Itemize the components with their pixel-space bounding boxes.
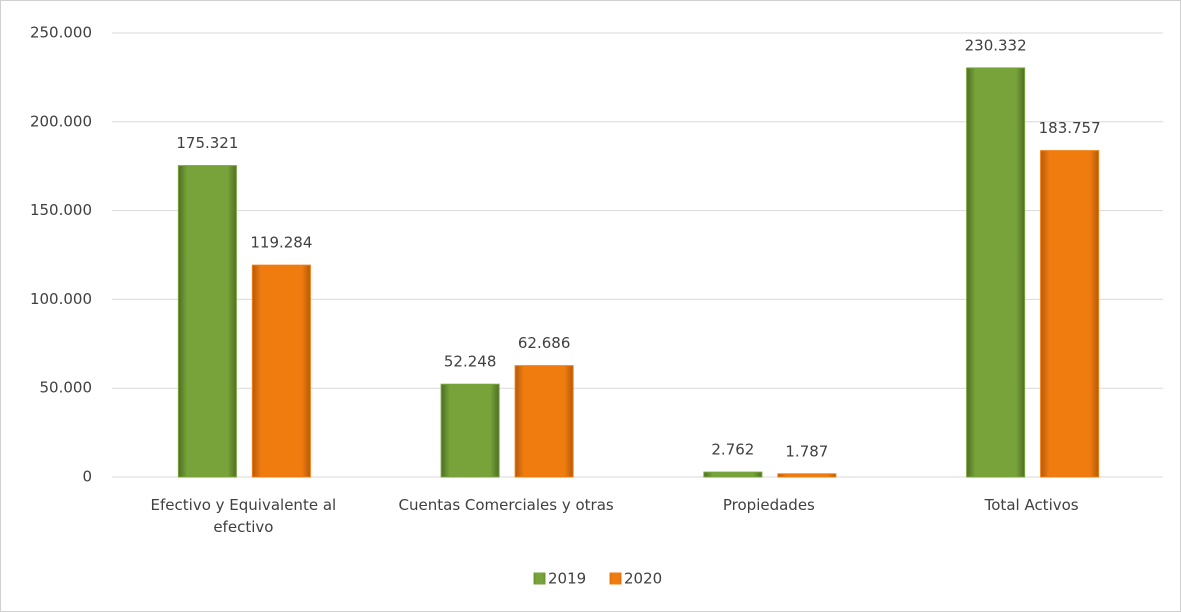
bar xyxy=(703,471,763,478)
bar xyxy=(514,365,574,478)
data-label: 119.284 xyxy=(250,234,312,252)
y-tick-label: 250.000 xyxy=(30,24,92,42)
data-label: 2.762 xyxy=(711,441,754,459)
y-tick-label: 100.000 xyxy=(30,290,92,308)
y-tick-label: 200.000 xyxy=(30,112,92,130)
data-label: 1.787 xyxy=(785,442,828,460)
bar xyxy=(1040,150,1100,478)
x-tick-label: Efectivo y Equivalente al efectivo xyxy=(150,496,337,536)
y-tick-label: 0 xyxy=(82,468,92,486)
bar xyxy=(966,67,1026,478)
bar xyxy=(440,383,500,478)
data-label: 175.321 xyxy=(176,134,238,152)
data-label: 230.332 xyxy=(965,36,1027,54)
legend-label: 2020 xyxy=(624,570,662,588)
data-label: 52.248 xyxy=(444,353,497,371)
bar xyxy=(777,473,837,478)
data-label: 62.686 xyxy=(518,334,571,352)
x-tick-label: Propiedades xyxy=(722,496,815,514)
y-tick-label: 150.000 xyxy=(30,201,92,219)
x-tick-label: Cuentas Comerciales y otras xyxy=(398,496,614,514)
bar xyxy=(251,264,311,478)
legend-label: 2019 xyxy=(548,570,586,588)
x-tick-label: Total Activos xyxy=(984,496,1079,514)
bar xyxy=(177,165,237,478)
y-tick-label: 50.000 xyxy=(40,379,93,397)
legend-swatch xyxy=(609,572,622,585)
legend-swatch xyxy=(533,572,546,585)
data-label: 183.757 xyxy=(1039,119,1101,137)
